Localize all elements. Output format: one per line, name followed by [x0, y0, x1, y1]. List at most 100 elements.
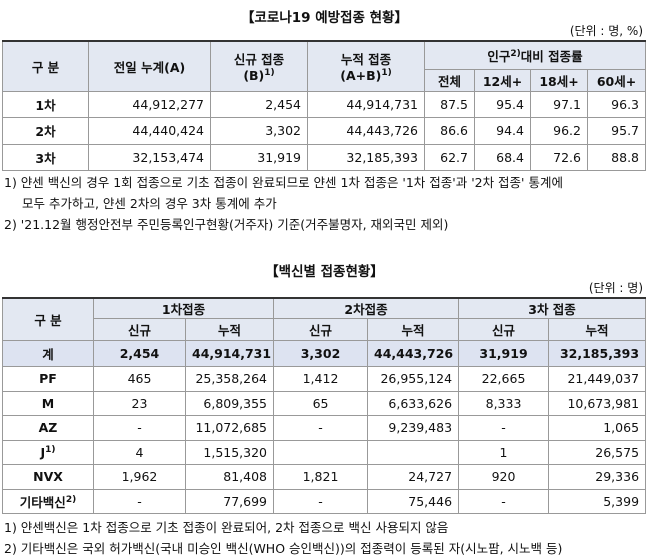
row-label: 2차	[2, 117, 89, 145]
row-label: M	[2, 390, 94, 416]
data-row: 계 2,454 44,914,731 3,302 44,443,726 31,919 32,…	[2, 340, 647, 367]
cell: 465	[93, 366, 186, 392]
header-text: 대비 접종률	[520, 48, 583, 64]
cell: 96.2	[530, 117, 588, 145]
row-label-text: 기타백신	[19, 494, 66, 510]
cell: 5,399	[548, 488, 647, 514]
cell: 2,454	[93, 340, 186, 367]
title: 【백신별 접종현황】	[265, 264, 384, 280]
cell: 94.4	[474, 117, 531, 145]
header-row: 구 분 1차접종 2차접종 3차 접종	[2, 297, 647, 341]
cell: 31,919	[458, 340, 550, 367]
cell: 44,912,277	[88, 90, 211, 118]
header-sub-text: (B)	[243, 68, 265, 84]
header-text: 신규 접종	[233, 52, 285, 68]
row-label: 기타백신2)	[2, 488, 94, 514]
header-cell: 구 분	[2, 40, 89, 92]
cell: 6,809,355	[184, 390, 275, 416]
header-text: 누적 접종	[340, 52, 392, 68]
header-row: 신규 누적 신규 누적 신규 누적	[3, 318, 647, 341]
cell: 86.6	[424, 117, 475, 145]
cell: 23	[93, 390, 186, 416]
header-cell: 누적	[184, 318, 275, 341]
cell: 1,065	[548, 415, 647, 441]
note-line: 2) '21.12월 행정안전부 주민등록인구현황(거주자) 기준(거주불명자,…	[4, 217, 449, 232]
cell: 62.7	[424, 143, 475, 171]
cell: 24,727	[367, 464, 460, 490]
data-row: J1) 4 1,515,320 1 26,575	[2, 439, 647, 465]
cell: 29,336	[548, 464, 647, 490]
row-label: 계	[2, 340, 94, 367]
cell: -	[458, 415, 550, 441]
data-row: AZ -11,072,685-9,239,483-1,065	[2, 415, 647, 441]
footnote-mark: 1)	[264, 68, 275, 79]
cell: 1,962	[93, 464, 186, 490]
header-text: 인구	[487, 48, 511, 64]
footnote-mark: 1)	[45, 444, 56, 455]
unit: (단위 : 명, %)	[569, 24, 643, 38]
cell: 1,412	[273, 366, 369, 392]
cell: 32,185,393	[307, 143, 425, 171]
header-cell: 전일 누계(A)	[88, 40, 211, 92]
cell: 3,302	[210, 117, 308, 145]
unit: (단위 : 명)	[588, 281, 643, 295]
header-cell: 신규 접종 (B)1)	[210, 40, 308, 92]
title: 【코로나19 예방접종 현황】	[241, 10, 408, 26]
cell: 4	[93, 439, 186, 465]
cell: 32,153,474	[88, 143, 211, 171]
note-line: 1) 얀센백신은 1차 접종으로 기초 접종이 완료되어, 2차 접종으로 백신…	[4, 520, 449, 535]
cell: 32,185,393	[548, 340, 647, 367]
cell: 10,673,981	[548, 390, 647, 416]
header-cell: 신규	[273, 318, 369, 341]
row-label-text: M	[41, 395, 55, 411]
header-cell: 인구2)대비 접종률	[423, 40, 647, 70]
table: 구 분 1차접종 2차접종 3차 접종 신규 누적 신규 누적 신규 누적 계 2,454 44,914…	[2, 297, 647, 514]
row-label: AZ	[2, 415, 94, 441]
header-cell: 18세+	[530, 68, 588, 92]
cell: -	[458, 488, 550, 514]
data-row: M 23 6,809,355 65 6,633,626 8,333 10,673,981	[2, 390, 647, 416]
row-label: 1차	[2, 90, 89, 118]
row-label: J1)	[2, 439, 94, 465]
notes: 1) 얀센 백신의 경우 1회 접종으로 기초 접종이 완료되므로 얀센 1차 …	[4, 172, 644, 235]
footnote-mark: 2)	[65, 494, 77, 505]
row-label-text: J	[40, 444, 46, 460]
cell: 22,665	[458, 366, 550, 392]
data-row: 기타백신2) -77,699-75,446-5,399	[2, 488, 647, 514]
cell: 31,919	[210, 143, 308, 171]
cell: 65	[273, 390, 369, 416]
cell: 1	[458, 439, 550, 465]
note-line: 1) 얀센 백신의 경우 1회 접종으로 기초 접종이 완료되므로 얀센 1차 …	[4, 175, 563, 190]
row-label-text: AZ	[38, 420, 58, 436]
cell: 920	[458, 464, 550, 490]
cell: 44,914,731	[307, 90, 425, 118]
cell: 21,449,037	[548, 366, 647, 392]
data-row: 2차 44,440,424 3,302 44,443,726 86.6 94.4 96.2 9…	[2, 117, 647, 145]
header-cell: 신규	[93, 318, 186, 341]
cell: 88.8	[586, 143, 647, 171]
header-row: 전체 12세+ 18세+ 60세+	[3, 68, 647, 92]
note-line: 2) 기타백신은 국외 허가백신(국내 미승인 백신(WHO 승인백신))의 접…	[4, 541, 563, 556]
cell: 44,443,726	[367, 340, 460, 367]
data-row: PF 465 25,358,264 1,412 26,955,124 22,665 21,4…	[2, 366, 647, 392]
header-cell: 12세+	[474, 68, 531, 92]
row-label-text: PF	[39, 371, 57, 387]
header-sub-text: (A+B)	[340, 68, 382, 84]
header-sub: (B)1)	[217, 68, 301, 83]
header-row: 구 분 전일 누계(A) 신규 접종 (B)1) 누적 접종 (A+B)1) 인구2)대비 …	[2, 40, 647, 92]
footnote-mark: 1)	[381, 68, 392, 79]
footnote-mark: 2)	[510, 48, 521, 59]
cell: 9,239,483	[367, 415, 460, 441]
cell: -	[273, 415, 369, 441]
row-label: NVX	[2, 464, 94, 490]
cell: 44,443,726	[307, 117, 425, 145]
data-row: 3차 32,153,474 31,919 32,185,393 62.7 68.4 72.6…	[2, 143, 647, 171]
cell: 68.4	[474, 143, 531, 171]
cell: 8,333	[458, 390, 550, 416]
table: 구 분 전일 누계(A) 신규 접종 (B)1) 누적 접종 (A+B)1) 인구2)대비 …	[2, 40, 647, 171]
header-cell: 누적	[548, 318, 647, 341]
cell: -	[93, 415, 186, 441]
cell: 1,821	[273, 464, 369, 490]
cell: 2,454	[210, 90, 308, 118]
